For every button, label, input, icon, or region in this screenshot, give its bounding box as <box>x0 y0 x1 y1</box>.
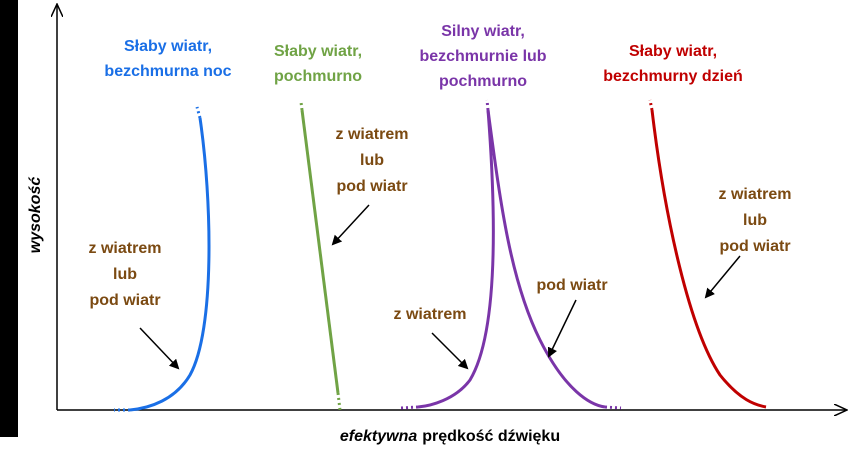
annotation: pod wiatr <box>536 277 607 294</box>
arrow <box>331 204 370 246</box>
profile-dots <box>114 106 202 412</box>
x-axis-label: efektywna prędkość dźwięku <box>340 428 560 445</box>
profile-label: Silny wiatr, <box>441 23 525 40</box>
annotation: lub <box>113 266 137 283</box>
profile-dots <box>648 99 654 111</box>
y-axis-label: wysokość <box>27 177 44 254</box>
profile-label: Słaby wiatr, <box>274 43 362 60</box>
annotation: z wiatrem <box>719 186 792 203</box>
profile-label: bezchmurny dzień <box>603 68 743 85</box>
profile-label: bezchmurnie lub <box>419 48 546 65</box>
profile-label: Słaby wiatr, <box>629 43 717 60</box>
profile-label: pochmurno <box>274 68 362 85</box>
arrow <box>139 327 180 370</box>
profile-dots <box>299 101 342 411</box>
profile-curve <box>486 109 606 409</box>
profile-curve <box>417 109 495 409</box>
annotation: z wiatrem <box>394 306 467 323</box>
side-bar <box>0 0 18 437</box>
annotation: pod wiatr <box>719 238 790 255</box>
annotation: lub <box>743 212 767 229</box>
annotation: z wiatrem <box>336 126 409 143</box>
labels: Słaby wiatr, bezchmurna noc Słaby wiatr, po… <box>89 23 792 323</box>
annotation: z wiatrem <box>89 240 162 257</box>
profile-label: pochmurno <box>439 73 527 90</box>
profile-curve <box>129 117 211 412</box>
profile-label: bezchmurna noc <box>104 63 231 80</box>
profile-label: Słaby wiatr, <box>124 38 212 55</box>
x-label-rest: prędkość dźwięku <box>422 428 560 445</box>
annotation: pod wiatr <box>336 178 407 195</box>
profile-dots <box>400 99 622 410</box>
x-label-italic: efektywna <box>340 428 417 445</box>
profile-curve <box>650 109 767 409</box>
annotation: pod wiatr <box>89 292 160 309</box>
arrow <box>431 332 469 370</box>
arrow <box>547 299 577 358</box>
arrow <box>704 255 741 299</box>
annotation: lub <box>360 152 384 169</box>
profile-curve <box>300 109 340 394</box>
